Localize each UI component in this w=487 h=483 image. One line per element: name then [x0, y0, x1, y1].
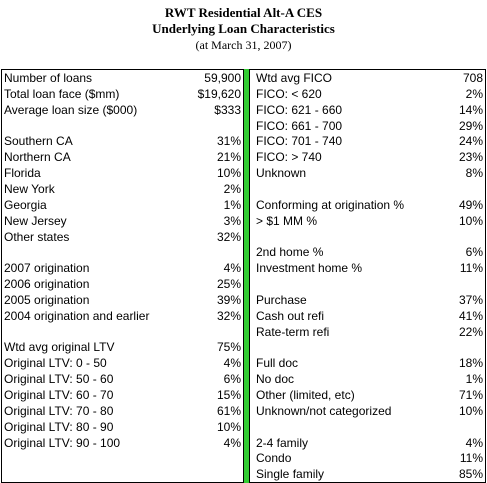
row-value: 32% [216, 308, 241, 323]
row-label: FICO: < 620 [256, 86, 322, 101]
row-label: 2004 origination and earlier [4, 308, 150, 323]
row-label: Florida [4, 166, 41, 181]
row-label: Wtd avg original LTV [4, 340, 115, 355]
row-label: 2-4 family [256, 435, 309, 450]
row-value: 49% [458, 197, 483, 212]
row-label: New Jersey [4, 213, 67, 228]
row-label: Total loan face ($mm) [4, 86, 120, 101]
row-label: Investment home % [256, 261, 363, 276]
row-label: No doc [256, 372, 295, 387]
row-label: Original LTV: 50 - 60 [4, 372, 114, 387]
row-label: FICO: > 740 [256, 150, 322, 165]
row-label: 2006 origination [4, 277, 90, 292]
row-label: Northern CA [4, 150, 71, 165]
row-label: Original LTV: 60 - 70 [4, 388, 114, 402]
row-value: 71% [458, 388, 483, 402]
row-label: Purchase [256, 292, 307, 307]
row-value: 4% [223, 435, 241, 450]
row-value: 10% [216, 166, 241, 181]
row-value: 6% [223, 372, 241, 387]
row-value: 22% [458, 324, 483, 339]
row-label: New York [4, 181, 55, 196]
row-value: 708 [462, 71, 483, 85]
row-label: Condo [256, 451, 292, 466]
row-value: 4% [223, 356, 241, 371]
column-divider [243, 69, 250, 483]
row-label: Conforming at origination % [256, 197, 405, 212]
row-label: Other (limited, etc) [256, 388, 355, 402]
row-label: 2007 origination [4, 261, 90, 276]
row-label: Number of loans [4, 71, 93, 85]
row-label: Southern CA [4, 134, 73, 149]
row-value: 11% [459, 451, 483, 466]
row-value: 32% [216, 229, 241, 244]
row-value: 23% [458, 150, 483, 165]
row-label: Unknown/not categorized [256, 403, 392, 418]
row-value: 4% [465, 435, 483, 450]
row-label: FICO: 621 - 660 [256, 102, 343, 117]
row-value: 2% [465, 86, 483, 101]
row-label: > $1 MM % [256, 213, 318, 228]
row-value: 25% [216, 277, 241, 292]
row-value: 18% [458, 356, 483, 371]
row-value: 24% [458, 134, 483, 149]
row-label: Other states [4, 229, 70, 244]
row-label: Unknown [256, 166, 307, 181]
subtitle: Underlying Loan Characteristics [152, 21, 335, 36]
row-value: 59,900 [204, 71, 241, 85]
date: (at March 31, 2007) [195, 38, 292, 52]
row-value: 31% [216, 134, 241, 149]
row-value: 75% [216, 340, 241, 355]
row-label: Full doc [256, 356, 299, 371]
row-label: FICO: 701 - 740 [256, 134, 343, 149]
row-label: FICO: 661 - 700 [256, 118, 343, 133]
row-value: 4% [223, 261, 241, 276]
row-value: $19,620 [197, 86, 241, 101]
row-value: 39% [216, 292, 241, 307]
title: RWT Residential Alt-A CES [164, 5, 323, 20]
row-value: 10% [216, 419, 241, 434]
row-label: Original LTV: 70 - 80 [4, 403, 114, 418]
row-value: 1% [465, 372, 483, 387]
row-value: 41% [458, 308, 483, 323]
row-value: $333 [214, 102, 241, 117]
row-label: Original LTV: 90 - 100 [4, 435, 121, 450]
row-label: 2nd home % [256, 245, 324, 260]
row-value: 10% [458, 403, 483, 418]
row-value: 11% [459, 261, 483, 276]
row-value: 6% [465, 245, 483, 260]
row-value: 10% [458, 213, 483, 228]
row-label: Georgia [4, 197, 47, 212]
row-value: 15% [216, 388, 241, 402]
row-value: 1% [223, 197, 241, 212]
row-value: 29% [458, 118, 483, 133]
row-value: 8% [465, 166, 483, 181]
row-label: 2005 origination [4, 292, 90, 307]
row-label: Cash out refi [256, 308, 325, 323]
row-label: Single family [256, 467, 325, 482]
row-value: 21% [216, 150, 241, 165]
row-label: Wtd avg FICO [256, 71, 333, 85]
row-value: 61% [216, 403, 241, 418]
row-value: 14% [458, 102, 483, 117]
row-label: Average loan size ($000) [4, 102, 138, 117]
row-label: Original LTV: 80 - 90 [4, 419, 114, 434]
row-value: 85% [458, 467, 483, 482]
row-value: 37% [458, 292, 483, 307]
row-label: Rate-term refi [256, 324, 330, 339]
row-value: 3% [223, 213, 241, 228]
row-value: 2% [223, 181, 241, 196]
row-label: Original LTV: 0 - 50 [4, 356, 107, 371]
